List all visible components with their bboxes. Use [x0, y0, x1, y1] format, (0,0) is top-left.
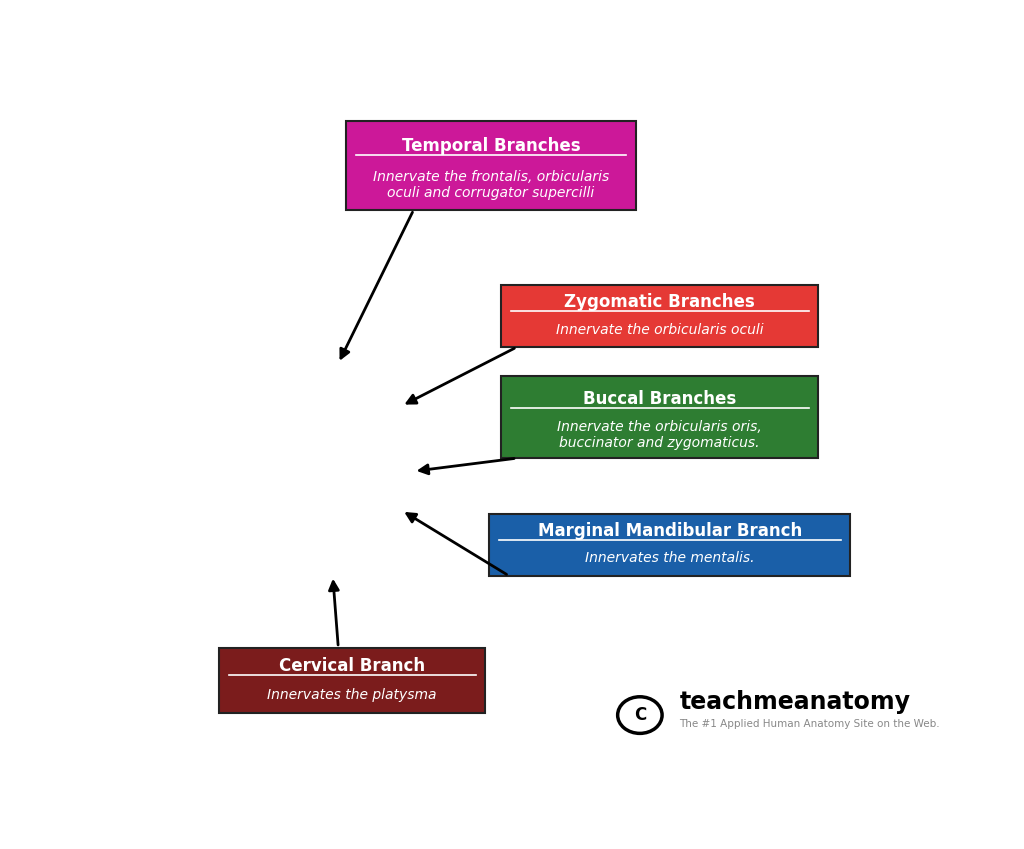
Text: Innervates the platysma: Innervates the platysma [267, 688, 437, 702]
FancyBboxPatch shape [501, 376, 818, 458]
Text: Temporal Branches: Temporal Branches [401, 138, 581, 155]
Text: C: C [634, 706, 646, 724]
Text: teachmeanatomy: teachmeanatomy [680, 690, 910, 714]
Text: Innervate the orbicularis oris,
buccinator and zygomaticus.: Innervate the orbicularis oris, buccinat… [557, 420, 762, 450]
Text: Innervate the orbicularis oculi: Innervate the orbicularis oculi [556, 323, 764, 337]
Text: Marginal Mandibular Branch: Marginal Mandibular Branch [538, 522, 802, 540]
Text: Innervate the frontalis, orbicularis
oculi and corrugator supercilli: Innervate the frontalis, orbicularis ocu… [373, 170, 609, 200]
Text: Buccal Branches: Buccal Branches [583, 391, 736, 408]
Text: Zygomatic Branches: Zygomatic Branches [564, 293, 755, 312]
FancyBboxPatch shape [346, 121, 636, 210]
Text: The #1 Applied Human Anatomy Site on the Web.: The #1 Applied Human Anatomy Site on the… [680, 719, 940, 729]
FancyBboxPatch shape [501, 285, 818, 347]
FancyBboxPatch shape [219, 648, 485, 713]
Text: Cervical Branch: Cervical Branch [280, 657, 425, 675]
Text: Innervates the mentalis.: Innervates the mentalis. [585, 552, 755, 565]
FancyBboxPatch shape [489, 514, 850, 576]
